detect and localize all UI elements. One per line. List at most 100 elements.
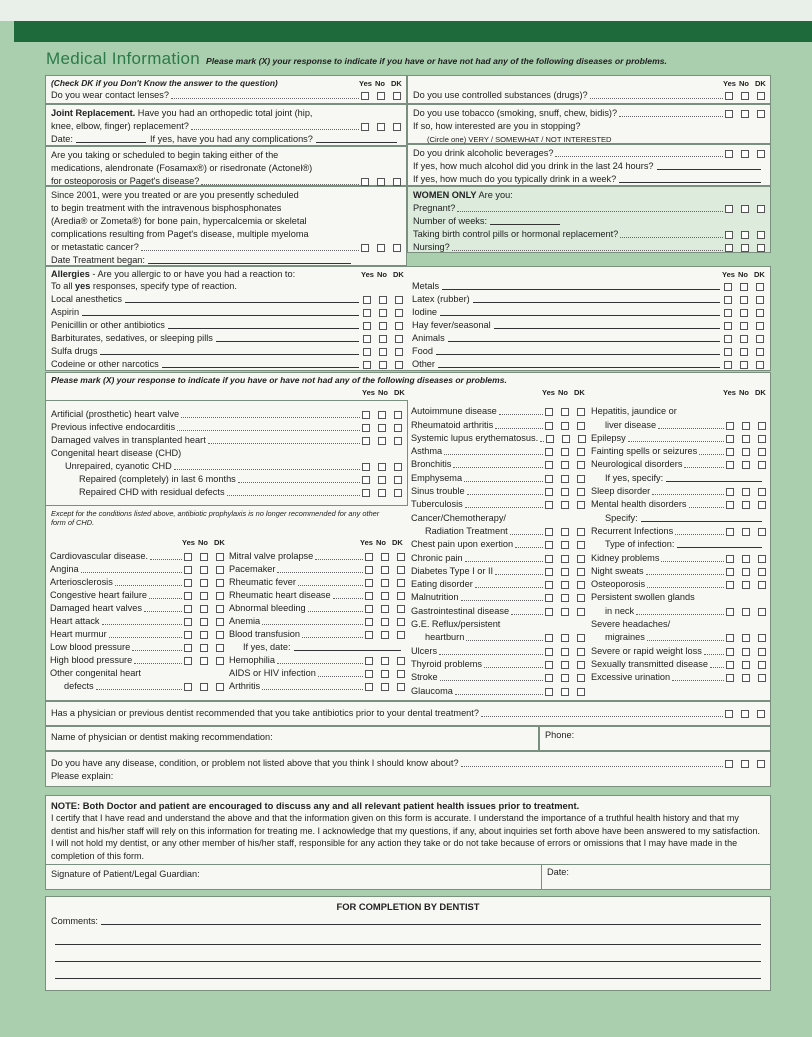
checkbox-dk[interactable] [577, 448, 585, 457]
reaction-field[interactable] [125, 302, 359, 303]
checkbox-yes[interactable] [184, 579, 192, 587]
checkbox-no[interactable] [379, 296, 387, 304]
checkbox-dk[interactable] [395, 296, 403, 304]
reaction-field[interactable] [442, 289, 720, 290]
checkbox-dk[interactable] [757, 244, 765, 252]
fill-in-field[interactable] [293, 650, 401, 651]
checkbox-dk[interactable] [577, 634, 585, 643]
checkbox-yes[interactable] [365, 618, 373, 626]
checkbox-no[interactable] [200, 618, 208, 626]
checkbox-yes[interactable] [361, 92, 369, 100]
checkbox-yes[interactable] [361, 178, 369, 186]
checkbox-yes[interactable] [363, 309, 371, 317]
checkbox-dk[interactable] [395, 361, 403, 369]
checkbox-yes[interactable] [545, 607, 553, 616]
checkbox-dk[interactable] [757, 231, 765, 239]
checkbox-dk[interactable] [577, 474, 585, 483]
checkbox-no[interactable] [561, 581, 569, 590]
checkbox-dk[interactable] [577, 647, 585, 656]
checkbox-no[interactable] [741, 231, 749, 239]
checkbox-dk[interactable] [397, 631, 405, 639]
checkbox-dk[interactable] [577, 687, 585, 696]
checkbox-dk[interactable] [395, 322, 403, 330]
checkbox-yes[interactable] [184, 631, 192, 639]
checkbox-no[interactable] [381, 553, 389, 561]
checkbox-dk[interactable] [758, 647, 766, 656]
checkbox-yes[interactable] [184, 657, 192, 665]
checkbox-no[interactable] [561, 501, 569, 510]
checkbox-no[interactable] [561, 541, 569, 550]
checkbox-yes[interactable] [726, 434, 734, 443]
checkbox-dk[interactable] [397, 579, 405, 587]
checkbox-yes[interactable] [725, 710, 733, 718]
reaction-field[interactable] [440, 315, 720, 316]
checkbox-no[interactable] [742, 660, 750, 669]
checkbox-no[interactable] [742, 501, 750, 510]
checkbox-no[interactable] [561, 474, 569, 483]
checkbox-no[interactable] [561, 461, 569, 470]
checkbox-yes[interactable] [362, 463, 370, 471]
joint-date-field[interactable] [75, 142, 146, 143]
checkbox-yes[interactable] [362, 489, 370, 497]
alcohol-24h-field[interactable] [656, 169, 761, 170]
checkbox-yes[interactable] [726, 488, 734, 497]
checkbox-yes[interactable] [726, 660, 734, 669]
checkbox-no[interactable] [561, 660, 569, 669]
reaction-field[interactable] [472, 302, 720, 303]
checkbox-yes[interactable] [365, 631, 373, 639]
checkbox-no[interactable] [200, 592, 208, 600]
checkbox-dk[interactable] [577, 461, 585, 470]
reaction-field[interactable] [161, 367, 359, 368]
tobacco-circle-options[interactable]: (Circle one) VERY / SOMEWHAT / NOT INTER… [427, 135, 612, 144]
checkbox-no[interactable] [561, 554, 569, 563]
checkbox-no[interactable] [378, 424, 386, 432]
checkbox-no[interactable] [740, 348, 748, 356]
checkbox-yes[interactable] [184, 618, 192, 626]
checkbox-dk[interactable] [757, 710, 765, 718]
checkbox-yes[interactable] [725, 150, 733, 158]
checkbox-no[interactable] [381, 657, 389, 665]
checkbox-yes[interactable] [365, 579, 373, 587]
checkbox-yes[interactable] [365, 566, 373, 574]
checkbox-no[interactable] [377, 123, 385, 131]
checkbox-yes[interactable] [184, 605, 192, 613]
treatment-date-field[interactable] [147, 263, 351, 264]
checkbox-yes[interactable] [726, 607, 734, 616]
checkbox-yes[interactable] [362, 411, 370, 419]
checkbox-dk[interactable] [758, 501, 766, 510]
checkbox-no[interactable] [561, 634, 569, 643]
checkbox-no[interactable] [561, 687, 569, 696]
checkbox-yes[interactable] [184, 592, 192, 600]
checkbox-dk[interactable] [397, 605, 405, 613]
checkbox-dk[interactable] [216, 683, 224, 691]
checkbox-dk[interactable] [577, 607, 585, 616]
checkbox-dk[interactable] [756, 322, 764, 330]
checkbox-no[interactable] [740, 309, 748, 317]
checkbox-yes[interactable] [726, 421, 734, 430]
checkbox-dk[interactable] [393, 123, 401, 131]
checkbox-no[interactable] [200, 644, 208, 652]
checkbox-no[interactable] [379, 361, 387, 369]
checkbox-dk[interactable] [577, 554, 585, 563]
checkbox-yes[interactable] [545, 408, 553, 417]
checkbox-dk[interactable] [394, 411, 402, 419]
checkbox-yes[interactable] [545, 527, 553, 536]
checkbox-no[interactable] [200, 579, 208, 587]
checkbox-yes[interactable] [362, 424, 370, 432]
checkbox-dk[interactable] [758, 434, 766, 443]
checkbox-dk[interactable] [394, 424, 402, 432]
checkbox-no[interactable] [379, 335, 387, 343]
checkbox-yes[interactable] [724, 361, 732, 369]
checkbox-yes[interactable] [363, 335, 371, 343]
checkbox-dk[interactable] [216, 618, 224, 626]
checkbox-no[interactable] [742, 581, 750, 590]
checkbox-no[interactable] [742, 634, 750, 643]
reaction-field[interactable] [493, 328, 720, 329]
checkbox-no[interactable] [378, 476, 386, 484]
checkbox-dk[interactable] [397, 670, 405, 678]
comments-line[interactable] [55, 928, 761, 945]
physician-name-field[interactable]: Name of physician or dentist making reco… [45, 726, 539, 751]
checkbox-dk[interactable] [577, 674, 585, 683]
checkbox-no[interactable] [561, 594, 569, 603]
checkbox-no[interactable] [381, 683, 389, 691]
